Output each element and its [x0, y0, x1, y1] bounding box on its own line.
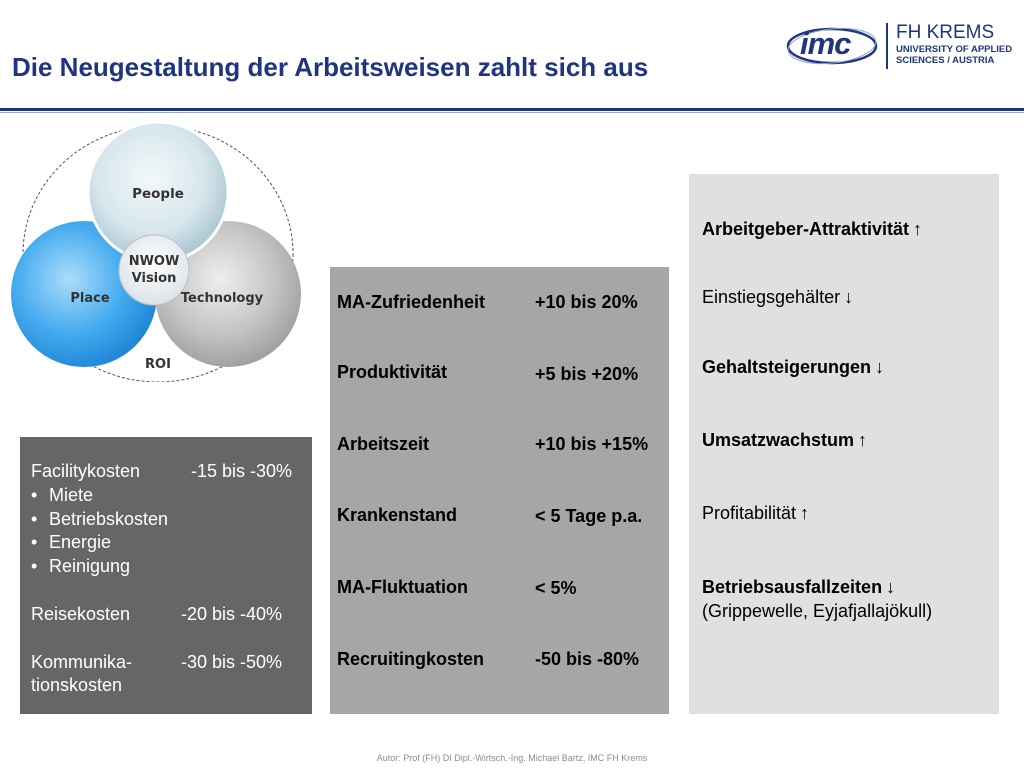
- effect-label: Umsatzwachstum: [702, 430, 855, 450]
- nwow-venn-diagram: People Place Technology NWOW Vision ROI: [11, 122, 301, 382]
- metric-value: < 5%: [535, 578, 577, 598]
- communication-value: -30 bis -50%: [181, 652, 283, 672]
- bullet-mark: •: [31, 485, 38, 505]
- logo-separator: [886, 23, 888, 69]
- up-arrow-icon: ↑: [913, 219, 923, 239]
- vision-label: Vision: [132, 271, 177, 286]
- university-line-1: UNIVERSITY OF APPLIED: [896, 44, 1013, 55]
- up-arrow-icon: ↑: [858, 430, 868, 450]
- metric-label: Krankenstand: [337, 505, 458, 525]
- imc-fh-krems-logo: imc FH KREMS UNIVERSITY OF APPLIED SCIEN…: [786, 20, 1012, 72]
- place-circle: [11, 221, 157, 367]
- roi-label: ROI: [145, 357, 171, 372]
- effect-label: Einstiegsgehälter: [702, 287, 841, 307]
- effect-item: Betriebsausfallzeiten ↓: [702, 577, 895, 598]
- technology-label: Technology: [181, 291, 264, 306]
- metric-value: -50 bis -80%: [535, 649, 640, 669]
- cost-bullet-item: • Betriebskosten: [31, 509, 168, 530]
- communication-label-line-1: Kommunika-: [31, 652, 133, 672]
- title-divider: [0, 108, 1024, 111]
- effect-label: Betriebsausfallzeiten: [702, 577, 883, 597]
- metric-value: < 5 Tage p.a.: [535, 506, 643, 526]
- title-divider-thin: [0, 112, 1024, 113]
- effect-item: Gehaltsteigerungen ↓: [702, 357, 884, 378]
- effect-item: Einstiegsgehälter ↓: [702, 287, 853, 308]
- effect-label: Arbeitgeber-Attraktivität: [702, 219, 910, 239]
- bullet-text: Energie: [49, 532, 112, 552]
- metric-label: Arbeitszeit: [337, 434, 430, 454]
- effect-note: (Grippewelle, Eyjafjallajökull): [702, 601, 933, 621]
- effect-item: Profitabilität ↑: [702, 503, 809, 524]
- communication-label-line-2: tionskosten: [31, 675, 123, 695]
- metric-label: MA-Fluktuation: [337, 577, 468, 597]
- effect-label: Profitabilität: [702, 503, 797, 523]
- people-label: People: [132, 186, 184, 202]
- metric-label: Recruitingkosten: [337, 649, 485, 669]
- down-arrow-icon: ↓: [886, 577, 896, 597]
- facility-label: Facilitykosten: [31, 461, 141, 481]
- cost-bullet-item: • Energie: [31, 532, 111, 553]
- author-footer: Autor: Prof (FH) DI Dipl.-Wirtsch.-Ing. …: [376, 753, 648, 763]
- roi-outer-ellipse: [22, 125, 294, 382]
- facility-value: -15 bis -30%: [191, 461, 293, 481]
- employee-metrics-panel: MA-Zufriedenheit +10 bis 20% Produktivit…: [330, 267, 669, 714]
- bullet-mark: •: [31, 509, 38, 529]
- place-label: Place: [70, 291, 109, 306]
- metric-label: MA-Zufriedenheit: [337, 292, 485, 312]
- down-arrow-icon: ↓: [875, 357, 885, 377]
- cost-savings-panel: Facilitykosten -15 bis -30% • Miete • Betr…: [20, 437, 312, 714]
- metric-value: +10 bis 20%: [535, 292, 638, 312]
- nwow-label: NWOW: [129, 254, 180, 269]
- university-subtitle: UNIVERSITY OF APPLIED SCIENCES / AUSTRIA: [896, 44, 1012, 66]
- slide-title: Die Neugestaltung der Arbeitsweisen zahl…: [12, 52, 649, 82]
- nwow-vision-circle: [118, 234, 190, 306]
- bullet-text: Betriebskosten: [49, 509, 169, 529]
- bullet-mark: •: [31, 556, 38, 576]
- metric-value: +5 bis +20%: [535, 364, 639, 384]
- imc-logo-icon: [786, 27, 878, 65]
- effect-label: Gehaltsteigerungen: [702, 357, 872, 377]
- cost-bullet-item: • Miete: [31, 485, 93, 506]
- fh-krems-name: FH KREMS: [896, 22, 995, 43]
- bullet-text: Reinigung: [49, 556, 131, 576]
- effect-item: Umsatzwachstum ↑: [702, 430, 867, 451]
- travel-value: -20 bis -40%: [181, 604, 283, 624]
- bullet-text: Miete: [49, 485, 94, 505]
- bullet-mark: •: [31, 532, 38, 552]
- metric-label: Produktivität: [337, 362, 448, 382]
- travel-label: Reisekosten: [31, 604, 131, 624]
- up-arrow-icon: ↑: [800, 503, 810, 523]
- university-line-2: SCIENCES / AUSTRIA: [896, 55, 995, 66]
- effect-item: Arbeitgeber-Attraktivität ↑: [702, 219, 922, 240]
- cost-bullet-item: • Reinigung: [31, 556, 130, 577]
- technology-circle: [155, 221, 301, 367]
- down-arrow-icon: ↓: [844, 287, 854, 307]
- metric-value: +10 bis +15%: [535, 434, 649, 454]
- business-effects-panel: Arbeitgeber-Attraktivität ↑ Einstiegsgehä…: [689, 174, 999, 714]
- imc-logo-text: imc: [800, 26, 851, 61]
